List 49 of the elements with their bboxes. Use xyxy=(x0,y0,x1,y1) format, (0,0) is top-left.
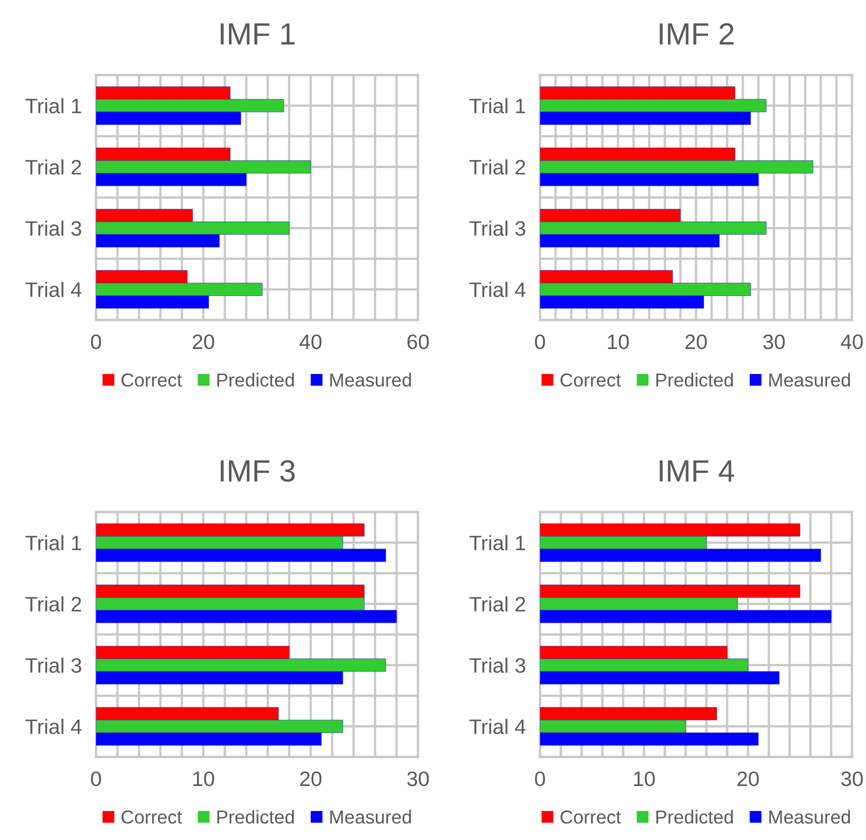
x-tick-label: 60 xyxy=(407,334,429,350)
x-tick-label: 30 xyxy=(841,771,863,786)
y-tick-label: Trial 2 xyxy=(469,596,526,612)
y-tick-label: Trial 3 xyxy=(469,220,526,236)
y-tick-label: Trial 2 xyxy=(469,159,526,175)
x-tick-label: 0 xyxy=(91,771,101,786)
legend-label: Measured xyxy=(769,810,850,824)
legend-label: Predicted xyxy=(656,810,733,824)
y-tick-label: Trial 1 xyxy=(469,98,526,114)
x-tick-label: 10 xyxy=(193,771,214,786)
x-tick-label: 0 xyxy=(91,334,101,350)
legend-label: Correct xyxy=(122,810,182,824)
x-tick-label: 0 xyxy=(535,771,545,786)
legend-label: Correct xyxy=(560,373,621,387)
x-tick-label: 20 xyxy=(300,771,322,786)
legend-label: Predicted xyxy=(217,810,294,824)
x-tick-label: 30 xyxy=(407,771,429,786)
y-tick-label: Trial 3 xyxy=(469,658,526,673)
x-tick-label: 30 xyxy=(763,334,785,350)
legend-label: Measured xyxy=(330,372,411,387)
y-tick-label: Trial 1 xyxy=(469,535,526,550)
x-tick-label: 0 xyxy=(535,334,545,350)
y-tick-label: Trial 4 xyxy=(469,282,526,298)
legend-label: Predicted xyxy=(217,372,294,387)
y-tick-label: Trial 2 xyxy=(25,596,82,612)
x-tick-label: 40 xyxy=(300,334,322,350)
chart-title: IMF 1 xyxy=(220,23,295,44)
y-tick-label: Trial 4 xyxy=(25,282,82,298)
x-tick-label: 20 xyxy=(685,334,707,350)
x-tick-label: 20 xyxy=(737,771,759,786)
legend-label: Measured xyxy=(769,372,850,387)
chart-title: IMF 4 xyxy=(660,460,734,482)
legend-label: Predicted xyxy=(656,372,733,387)
legend-label: Measured xyxy=(330,810,411,824)
x-tick-label: 40 xyxy=(840,334,863,350)
chart-title: IMF 2 xyxy=(660,23,734,44)
y-tick-label: Trial 2 xyxy=(25,159,82,175)
chart-title: IMF 3 xyxy=(220,460,295,482)
legend-label: Correct xyxy=(560,810,621,824)
y-tick-label: Trial 3 xyxy=(25,220,82,236)
x-tick-label: 20 xyxy=(192,334,214,350)
y-tick-label: Trial 1 xyxy=(25,98,82,114)
y-tick-label: Trial 3 xyxy=(25,658,82,673)
x-tick-label: 10 xyxy=(608,334,629,350)
y-tick-label: Trial 1 xyxy=(25,535,82,550)
y-tick-label: Trial 4 xyxy=(25,718,82,734)
x-tick-label: 10 xyxy=(634,771,655,786)
legend-label: Correct xyxy=(122,373,182,387)
y-tick-label: Trial 4 xyxy=(469,718,526,734)
